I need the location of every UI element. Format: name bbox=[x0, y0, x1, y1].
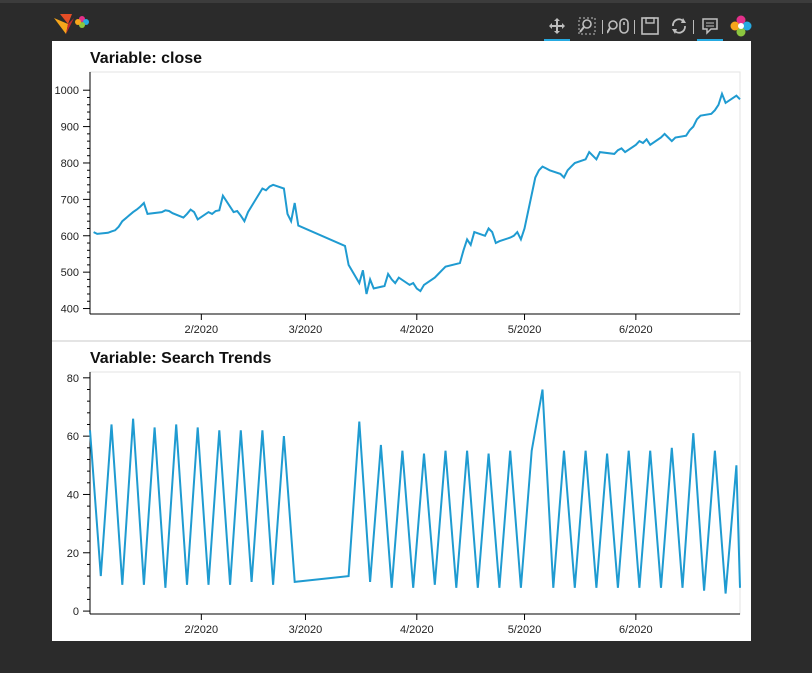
close-series-line[interactable] bbox=[93, 90, 741, 295]
pan-tool-icon[interactable] bbox=[544, 14, 570, 42]
x-ticks: 2/2020 3/2020 4/2020 5/2020 6/2020 bbox=[184, 614, 653, 636]
x-tick-label: 5/2020 bbox=[508, 324, 542, 336]
y-ticks: 0 20 40 60 80 bbox=[67, 373, 90, 618]
x-tick-label: 2/2020 bbox=[184, 624, 218, 636]
x-tick-label: 4/2020 bbox=[400, 324, 434, 336]
search-trends-series-line[interactable] bbox=[89, 389, 741, 594]
reset-tool-icon[interactable] bbox=[666, 14, 692, 38]
plot-panel: Variable: close 400 500 600 700 800 900 1000 2… bbox=[52, 41, 751, 641]
y-tick-label: 500 bbox=[61, 267, 79, 279]
bokeh-logo-icon bbox=[52, 10, 92, 36]
bokeh-logo-icon[interactable] bbox=[728, 14, 754, 38]
y-tick-label: 60 bbox=[67, 431, 79, 443]
y-ticks: 400 500 600 700 800 900 1000 bbox=[55, 85, 90, 316]
toolbar-separator bbox=[602, 20, 603, 34]
y-tick-label: 900 bbox=[61, 122, 79, 134]
x-tick-label: 5/2020 bbox=[508, 624, 542, 636]
toolbar-separator bbox=[634, 20, 635, 34]
x-ticks: 2/2020 3/2020 4/2020 5/2020 6/2020 bbox=[184, 314, 653, 336]
y-tick-label: 20 bbox=[67, 548, 79, 560]
y-tick-label: 80 bbox=[67, 373, 79, 385]
y-tick-label: 700 bbox=[61, 194, 79, 206]
save-tool-icon[interactable] bbox=[637, 14, 663, 38]
y-tick-label: 800 bbox=[61, 158, 79, 170]
x-tick-label: 6/2020 bbox=[619, 324, 653, 336]
window-top-border bbox=[0, 0, 812, 3]
x-tick-label: 3/2020 bbox=[289, 324, 323, 336]
chart-title: Variable: Search Trends bbox=[90, 350, 272, 367]
x-tick-label: 4/2020 bbox=[400, 624, 434, 636]
toolbar-separator bbox=[693, 20, 694, 34]
hover-tool-icon[interactable] bbox=[697, 14, 723, 42]
search-trends-chart[interactable]: Variable: Search Trends 0 20 40 60 80 2/2020… bbox=[67, 350, 741, 636]
x-tick-label: 2/2020 bbox=[184, 324, 218, 336]
y-tick-label: 40 bbox=[67, 489, 79, 501]
plot-frame bbox=[89, 71, 741, 315]
y-tick-label: 0 bbox=[73, 606, 79, 618]
wheel-zoom-tool-icon[interactable] bbox=[606, 14, 632, 38]
y-tick-label: 1000 bbox=[55, 85, 79, 97]
x-tick-label: 6/2020 bbox=[619, 624, 653, 636]
close-price-chart[interactable]: Variable: close 400 500 600 700 800 900 1000 2… bbox=[55, 50, 741, 336]
box-zoom-tool-icon[interactable] bbox=[574, 14, 600, 38]
x-tick-label: 3/2020 bbox=[289, 624, 323, 636]
y-tick-label: 600 bbox=[61, 231, 79, 243]
y-tick-label: 400 bbox=[61, 304, 79, 316]
chart-title: Variable: close bbox=[90, 50, 202, 67]
